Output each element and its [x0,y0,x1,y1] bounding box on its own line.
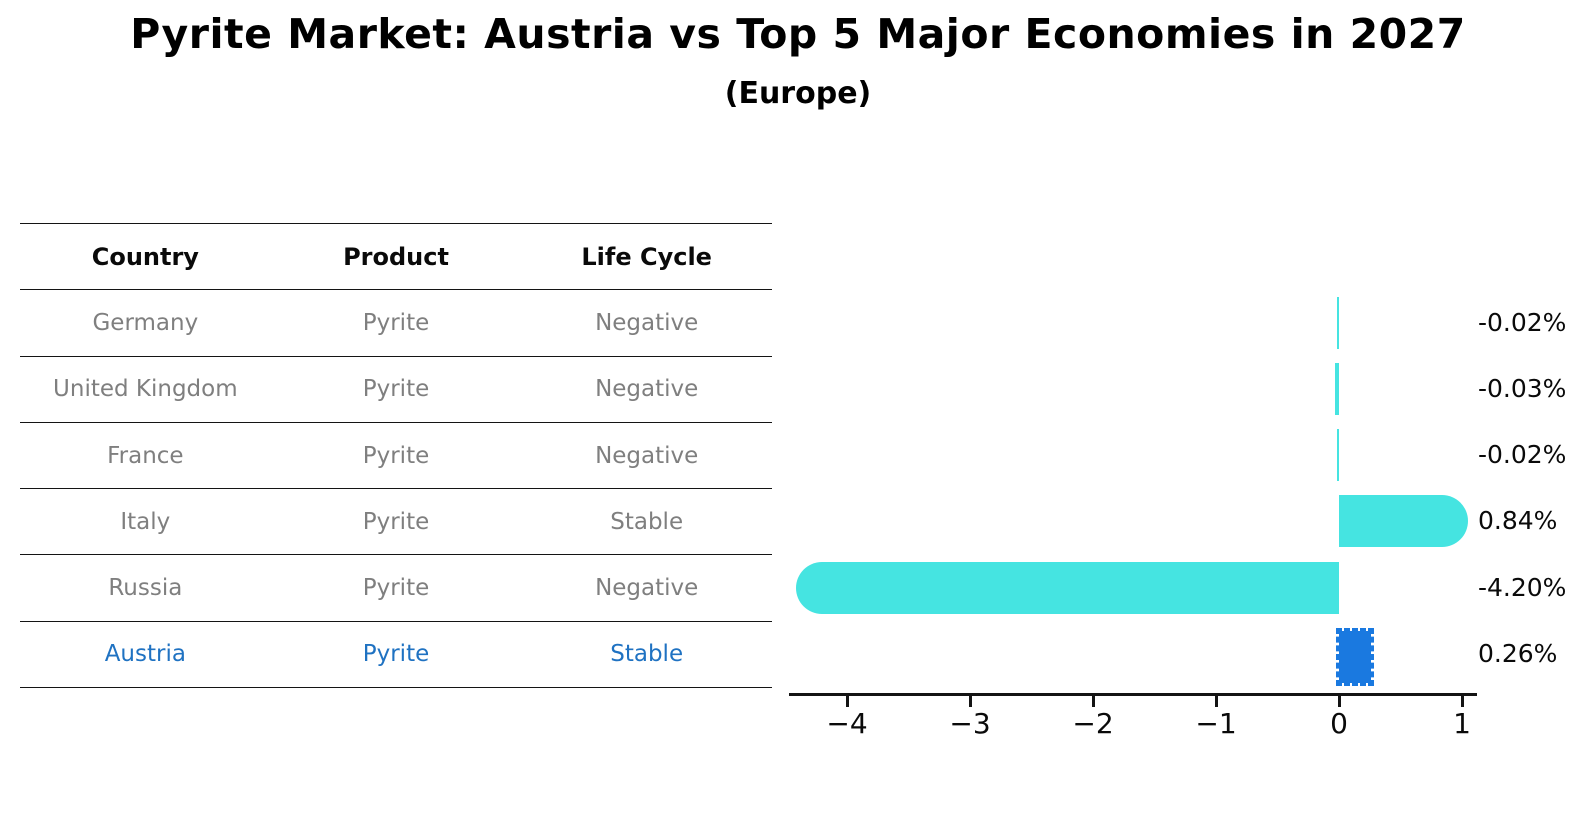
table-row: France Pyrite Negative [20,423,772,490]
cell-life-cycle: Negative [595,442,699,469]
table-body: Germany Pyrite Negative United Kingdom Pyrit… [20,290,772,689]
cell-product: Pyrite [362,309,430,336]
x-axis-tick [845,696,849,707]
x-axis-line [789,693,1477,696]
table-row: Russia Pyrite Negative [20,555,772,622]
table-row: Germany Pyrite Negative [20,290,772,357]
bar-value-label: -0.02% [1478,440,1567,470]
x-axis-tick-label: −2 [1072,707,1114,740]
bar-value-label: 0.84% [1478,506,1558,536]
cell-life-cycle: Negative [595,309,699,336]
cell-product: Pyrite [362,575,430,602]
cell-life-cycle: Negative [595,575,699,602]
cell-product: Pyrite [362,641,430,668]
cell-country: Austria [104,641,186,668]
chart-subtitle: (Europe) [724,76,872,111]
bar-russia [796,561,1339,614]
cell-life-cycle: Negative [595,376,699,403]
table-header-row: Country Product Life Cycle [20,224,772,291]
x-axis-tick-label: −1 [1195,707,1237,740]
bar-value-label: -0.02% [1478,307,1567,337]
cell-country: Germany [92,309,199,336]
x-axis-tick [1214,696,1218,707]
cell-country: Russia [108,575,183,602]
cell-country: Italy [120,508,171,535]
bar-united-kingdom [1335,362,1339,415]
x-axis-tick [968,696,972,707]
table-row: United Kingdom Pyrite Negative [20,357,772,423]
x-axis-tick [1091,696,1095,707]
bar-germany [1336,296,1339,349]
bar-value-label: -0.03% [1478,373,1567,403]
cell-country: France [107,442,184,469]
bar-austria [1336,628,1374,687]
bar-france [1336,429,1339,482]
cell-product: Pyrite [362,442,430,469]
table-row: Austria Pyrite Stable [20,622,772,689]
x-axis-tick-label: −4 [826,707,868,740]
bar-italy [1339,495,1469,548]
x-axis-tick [1337,696,1341,707]
cell-country: United Kingdom [53,376,238,403]
bar-value-label: 0.26% [1478,639,1558,669]
bar-value-label: -4.20% [1478,572,1567,602]
column-header-country: Country [91,242,199,271]
x-axis-tick-label: 1 [1453,707,1471,740]
cell-product: Pyrite [362,376,430,403]
cell-life-cycle: Stable [610,641,684,668]
column-header-lifecycle: Life Cycle [581,242,712,271]
x-axis-tick-label: 0 [1330,707,1348,740]
table-row: Italy Pyrite Stable [20,489,772,556]
column-header-product: Product [343,242,449,271]
country-table: Country Product Life Cycle Germany Pyrite… [20,223,772,689]
cell-product: Pyrite [362,508,430,535]
x-axis-tick-label: −3 [949,707,991,740]
chart-title: Pyrite Market: Austria vs Top 5 Major Ec… [130,10,1466,58]
cell-life-cycle: Stable [610,508,684,535]
x-axis-tick [1460,696,1464,707]
